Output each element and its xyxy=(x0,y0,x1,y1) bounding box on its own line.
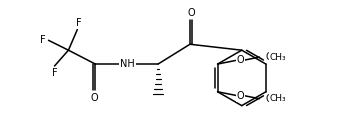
Text: O: O xyxy=(266,94,273,104)
Text: F: F xyxy=(40,35,45,45)
Text: F: F xyxy=(76,18,81,28)
Text: CH₃: CH₃ xyxy=(270,53,286,62)
Text: O: O xyxy=(237,91,244,101)
Text: O: O xyxy=(91,93,98,103)
Text: O: O xyxy=(237,55,244,65)
Text: F: F xyxy=(52,68,57,78)
Text: O: O xyxy=(266,52,273,62)
Text: O: O xyxy=(237,91,244,101)
Text: CH₃: CH₃ xyxy=(270,94,286,103)
Text: NH: NH xyxy=(120,59,135,69)
Text: O: O xyxy=(187,8,195,18)
Text: O: O xyxy=(237,55,244,65)
